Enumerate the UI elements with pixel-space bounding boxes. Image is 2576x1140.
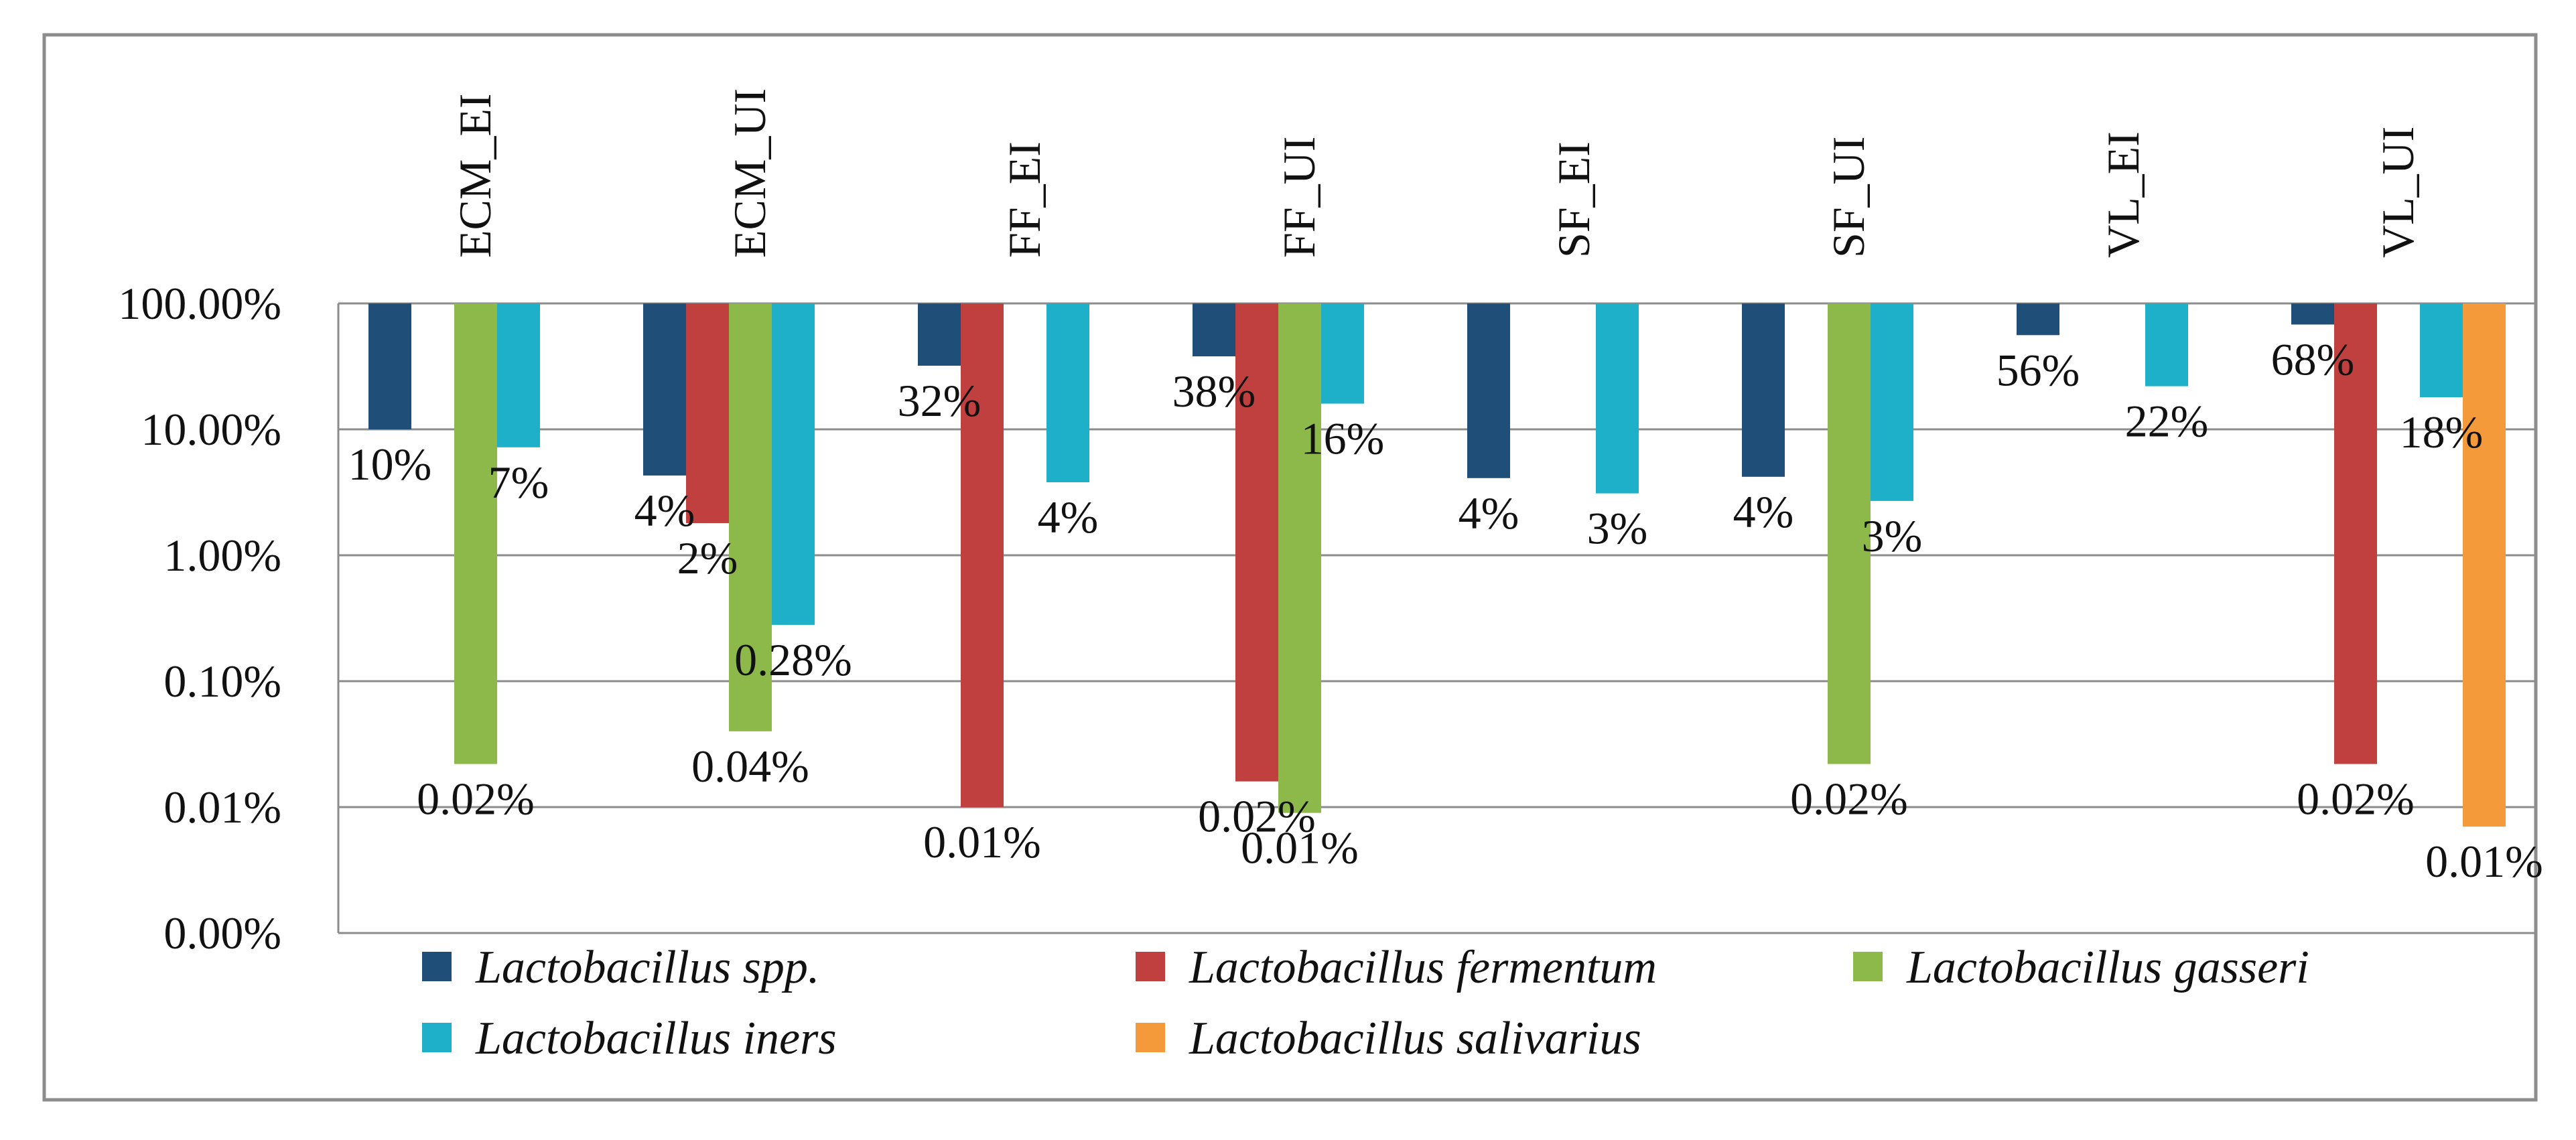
data-label: 0.02% bbox=[1790, 774, 1908, 825]
category-label: VL_EI bbox=[2098, 131, 2149, 258]
bar bbox=[1046, 303, 1089, 483]
legend-item: Lactobacillus fermentum bbox=[1136, 942, 1657, 993]
bar bbox=[2463, 303, 2506, 827]
bar bbox=[643, 303, 686, 476]
data-label: 0.01% bbox=[923, 816, 1041, 867]
legend-item: Lactobacillus iners bbox=[422, 1013, 837, 1064]
bar bbox=[2291, 303, 2334, 325]
y-tick-label: 1.00% bbox=[163, 530, 281, 581]
data-label: 4% bbox=[1733, 486, 1794, 537]
bar bbox=[1235, 303, 1278, 782]
bar bbox=[729, 303, 772, 731]
legend-swatch bbox=[1136, 1023, 1165, 1052]
data-label: 16% bbox=[1301, 413, 1385, 464]
category-label: ECM_EI bbox=[450, 93, 500, 258]
legend-swatch bbox=[1853, 952, 1883, 981]
data-label: 0.28% bbox=[734, 634, 852, 685]
legend-swatch bbox=[1136, 952, 1165, 981]
data-label: 3% bbox=[1587, 503, 1648, 554]
bar bbox=[961, 303, 1004, 807]
bar bbox=[1193, 303, 1235, 357]
bar bbox=[1828, 303, 1871, 764]
bar bbox=[1321, 303, 1364, 404]
bar bbox=[497, 303, 540, 447]
category-label: SF_UI bbox=[1823, 137, 1874, 258]
bar bbox=[686, 303, 729, 524]
bar bbox=[2420, 303, 2463, 398]
legend-label: Lactobacillus iners bbox=[475, 1013, 837, 1064]
bar bbox=[772, 303, 815, 625]
legend-label: Lactobacillus gasseri bbox=[1906, 942, 2309, 993]
legend: Lactobacillus spp. Lactobacillus fermentu… bbox=[422, 942, 2309, 1064]
bar bbox=[1596, 303, 1639, 494]
y-tick-label: 0.00% bbox=[163, 908, 281, 958]
data-label: 4% bbox=[634, 485, 695, 536]
legend-item: Lactobacillus spp. bbox=[422, 942, 819, 993]
bar bbox=[368, 303, 411, 429]
bar bbox=[1742, 303, 1785, 477]
data-label: 0.02% bbox=[2297, 774, 2415, 825]
y-tick-label: 0.10% bbox=[163, 656, 281, 707]
bar bbox=[1278, 303, 1321, 813]
data-label: 22% bbox=[2125, 396, 2209, 447]
y-tick-label: 0.01% bbox=[163, 782, 281, 833]
bar bbox=[1467, 303, 1510, 478]
data-label: 7% bbox=[488, 457, 549, 508]
data-label: 0.01% bbox=[2425, 836, 2543, 887]
legend-item: Lactobacillus gasseri bbox=[1853, 942, 2309, 993]
legend-label: Lactobacillus spp. bbox=[475, 942, 819, 993]
legend-label: Lactobacillus fermentum bbox=[1189, 942, 1657, 993]
bar bbox=[2145, 303, 2188, 386]
legend-swatch bbox=[422, 1023, 452, 1052]
category-labels: ECM_EI ECM_UI FF_EI FF_UI SF_EI SF_UI VL_EI VL_… bbox=[450, 88, 2423, 258]
data-label: 4% bbox=[1038, 492, 1099, 543]
data-label: 68% bbox=[2271, 334, 2355, 384]
data-label: 4% bbox=[1459, 488, 1519, 539]
category-label: FF_UI bbox=[1274, 137, 1325, 258]
data-label: 2% bbox=[677, 532, 738, 583]
data-label: 0.01% bbox=[1241, 823, 1359, 873]
y-axis: 100.00% 10.00% 1.00% 0.10% 0.01% 0.00% bbox=[118, 278, 340, 958]
category-label: FF_EI bbox=[999, 141, 1050, 258]
category-label: VL_UI bbox=[2372, 127, 2423, 258]
data-label: 38% bbox=[1172, 366, 1256, 417]
category-label: ECM_UI bbox=[724, 88, 775, 258]
data-label: 0.02% bbox=[417, 774, 535, 825]
data-label: 56% bbox=[1996, 344, 2080, 395]
data-label: 10% bbox=[348, 439, 432, 490]
legend-item: Lactobacillus salivarius bbox=[1136, 1013, 1641, 1064]
bar bbox=[2334, 303, 2377, 764]
bar bbox=[918, 303, 961, 366]
category-label: SF_EI bbox=[1548, 141, 1599, 258]
y-tick-label: 100.00% bbox=[118, 278, 281, 329]
data-label: 0.02% bbox=[1198, 791, 1316, 842]
data-label: 32% bbox=[898, 375, 981, 426]
data-label: 3% bbox=[1862, 510, 1923, 561]
bar bbox=[2017, 303, 2059, 336]
legend-swatch bbox=[422, 952, 452, 981]
data-label: 18% bbox=[2400, 407, 2484, 457]
bars bbox=[368, 303, 2506, 827]
bar bbox=[454, 303, 497, 764]
data-labels: 10%0.02%7%4%2%0.04%0.28%32%0.01%4%38%0.0… bbox=[348, 334, 2543, 887]
data-label: 0.04% bbox=[691, 741, 809, 792]
legend-label: Lactobacillus salivarius bbox=[1189, 1013, 1641, 1064]
bar bbox=[1871, 303, 1913, 501]
y-tick-label: 10.00% bbox=[141, 404, 281, 455]
